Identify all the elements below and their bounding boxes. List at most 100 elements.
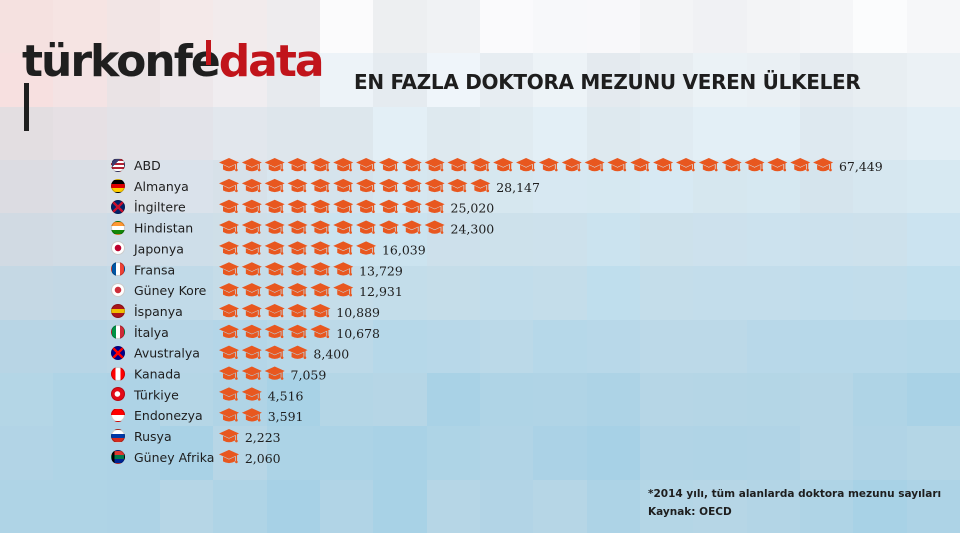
mosaic-tile [639,266,694,320]
chart-row: Kanada 7,059 [134,366,326,383]
chart-row: Endonezya 3,591 [134,408,303,424]
mosaic-tile [693,426,747,480]
mosaic-tile [53,0,107,54]
mosaic-tile [853,373,907,427]
mosaic-tile [533,213,587,267]
mosaic-tile [693,266,747,320]
mosaic-tile [853,0,907,54]
graduation-cap-icon [653,158,674,172]
graduation-cap-icon [264,178,285,193]
mosaic-tile [159,0,214,54]
flag-kr-icon [111,283,125,298]
graduation-cap-icon [333,199,354,213]
mosaic-tile [586,373,640,427]
mosaic-tile [799,213,854,267]
graduation-cap-icon [333,283,354,297]
category-label: Almanya [134,179,189,194]
graduation-cap-icon [264,303,285,318]
category-label: İtalya [134,325,169,340]
pictogram-bar [219,345,308,359]
graduation-cap-icon [424,158,445,172]
flag-us-icon [111,158,125,172]
graduation-cap-icon [493,158,514,172]
graduation-cap-icon [219,199,239,213]
mosaic-tile [639,53,694,107]
graduation-cap-icon [333,158,354,172]
category-label: Güney Afrika [134,450,214,465]
pictogram-bar [219,449,239,464]
mosaic-tile [586,319,640,374]
mosaic-tile [373,426,427,480]
mosaic-tile [906,213,960,267]
mosaic-tile [159,426,214,480]
graduation-cap-icon [447,158,468,172]
mosaic-tile [799,106,854,160]
pictogram-bar [219,262,354,276]
source-note: Kaynak: OECD [648,506,732,518]
graduation-cap-icon [219,429,239,443]
graduation-cap-icon [241,220,262,234]
category-label: Endonezya [134,408,203,423]
flag-id-icon [111,408,125,423]
chart-row: Güney Kore 12,931 [134,283,403,299]
mosaic-tile [533,373,587,427]
mosaic-tile [373,213,427,267]
graduation-cap-icon [287,220,308,234]
mosaic-tile [266,479,320,533]
pictogram-bar [219,324,331,339]
mosaic-tile [586,426,640,480]
mosaic-tile [159,53,214,107]
flag-ca-icon [111,366,125,381]
mosaic-tile [479,106,534,160]
mosaic-tile [586,53,640,107]
graduation-cap-icon [310,303,331,318]
graduation-cap-icon [241,262,262,276]
chart-row: Almanya 28,147 [134,178,540,195]
mosaic-tile [639,0,694,54]
value-label: 2,223 [245,430,281,445]
value-label: 8,400 [313,347,349,362]
mosaic-tile [426,373,480,427]
graduation-cap-icon [241,199,262,213]
graduation-cap-icon [516,158,537,172]
mosaic-tile [426,0,480,54]
mosaic-tile [53,213,107,267]
graduation-cap-icon [378,199,399,213]
graduation-cap-icon [310,324,331,339]
graduation-cap-icon [287,324,308,339]
value-label: 13,729 [359,263,403,278]
mosaic-tile [586,479,640,533]
graduation-cap-icon [310,158,331,172]
graduation-cap-icon [241,178,262,193]
flag-ru-icon [111,429,125,444]
category-label: İspanya [134,304,183,319]
flag-in-icon [111,220,125,235]
logo-ascender-bar [206,40,211,65]
graduation-cap-icon [264,158,285,172]
mosaic-tile [319,53,374,107]
mosaic-tile [53,266,107,320]
graduation-cap-icon [219,366,239,380]
mosaic-tile [0,159,54,214]
graduation-cap-icon [607,158,628,172]
mosaic-tile [213,0,267,54]
graduation-cap-icon [790,158,811,172]
mosaic-tile [373,0,427,54]
graduation-cap-icon [219,345,239,359]
mosaic-tile [906,53,960,107]
mosaic-tile [266,106,320,160]
graduation-cap-icon [424,220,445,234]
mosaic-tile [373,53,427,107]
value-label: 16,039 [382,242,426,257]
value-label: 28,147 [496,180,540,195]
graduation-cap-icon [219,408,239,422]
graduation-cap-icon [538,158,559,172]
mosaic-tile [106,106,160,160]
value-label: 12,931 [359,284,403,299]
mosaic-tile [853,426,907,480]
mosaic-tile [159,159,214,214]
brand-logo: türkonfedata [22,40,325,84]
mosaic-tile [799,373,854,427]
flag-za-icon [111,449,125,464]
